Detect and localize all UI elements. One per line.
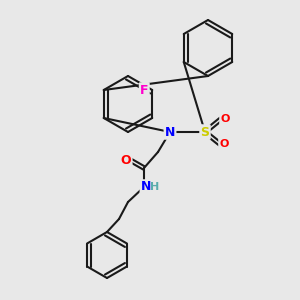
Text: S: S <box>200 125 209 139</box>
Text: O: O <box>220 114 230 124</box>
Text: F: F <box>140 83 148 97</box>
Text: H: H <box>150 182 160 192</box>
Text: N: N <box>165 125 175 139</box>
Text: N: N <box>141 181 151 194</box>
Text: O: O <box>219 139 229 149</box>
Text: O: O <box>121 154 131 166</box>
